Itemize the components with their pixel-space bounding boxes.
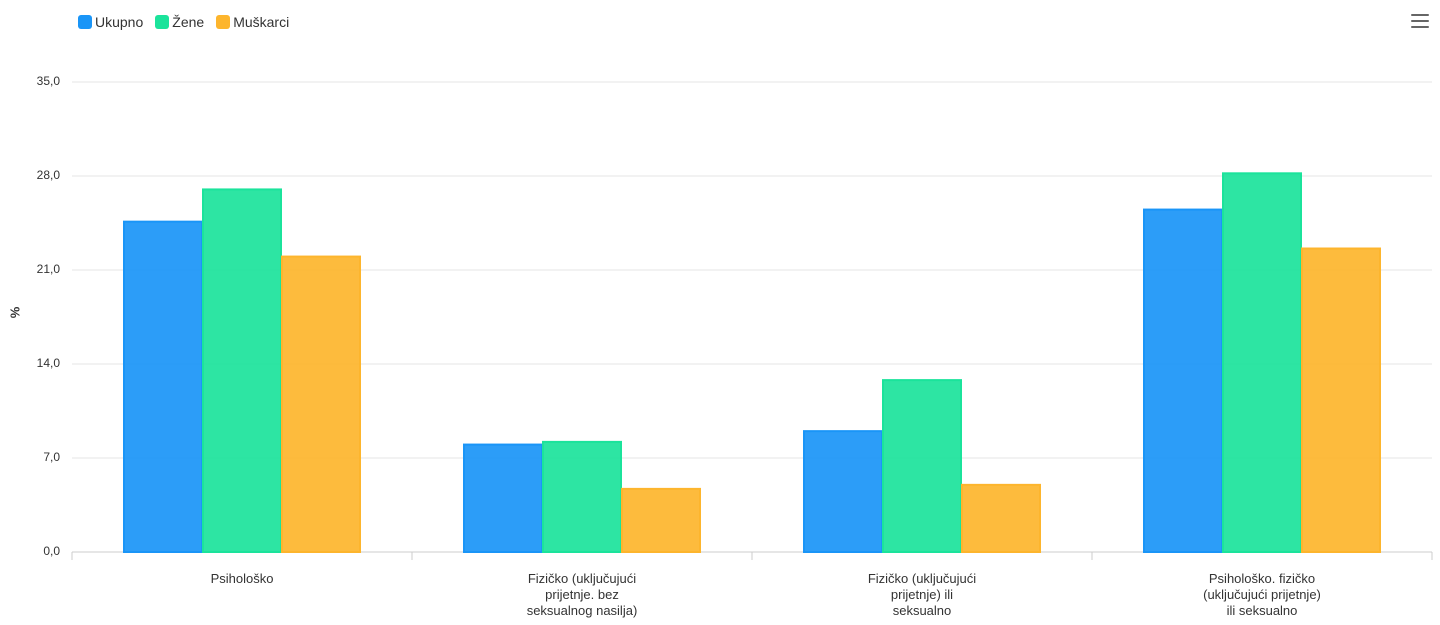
legend-label-zene: Žene	[172, 14, 205, 30]
x-category-label-line: Psihološko	[210, 571, 274, 586]
x-category-label-line: Fizičko (uključujući	[527, 571, 637, 586]
menu-icon[interactable]	[1408, 10, 1432, 34]
legend-item-zene[interactable]: Žene	[155, 14, 204, 30]
x-category-label: Fizičko (uključujući prijetnje. bez seksua…	[472, 571, 692, 619]
y-tick-label: 7,0	[43, 450, 60, 464]
x-category-label-line: Fizičko (uključujući	[867, 571, 977, 586]
legend-item-muskarci[interactable]: Muškarci	[216, 14, 289, 30]
y-tick-label: 28,0	[36, 168, 60, 182]
bar-mu-karci-3[interactable]	[1301, 247, 1381, 553]
bar--ene-2[interactable]	[882, 379, 962, 553]
x-category-label-line: prijetnje) ili	[890, 587, 954, 602]
y-tick-label: 21,0	[36, 262, 60, 276]
bar-ukupno-3[interactable]	[1143, 208, 1223, 553]
legend-swatch-ukupno	[78, 15, 92, 29]
y-tick-label: 35,0	[36, 74, 60, 88]
y-tick-label: 0,0	[43, 544, 60, 558]
legend-label-ukupno: Ukupno	[95, 14, 144, 30]
legend: Ukupno Žene Muškarci	[78, 14, 289, 30]
legend-swatch-zene	[155, 15, 170, 29]
bar-mu-karci-2[interactable]	[961, 483, 1041, 554]
legend-item-ukupno[interactable]: Ukupno	[78, 14, 143, 30]
y-axis-title: %	[7, 306, 23, 319]
legend-label-muskarci: Muškarci	[233, 14, 290, 30]
bar--ene-3[interactable]	[1222, 172, 1302, 553]
x-category-label-line: prijetnje. bez	[545, 587, 619, 602]
bar-ukupno-0[interactable]	[123, 220, 203, 554]
bar-mu-karci-1[interactable]	[621, 487, 701, 553]
bar-ukupno-1[interactable]	[463, 443, 543, 554]
x-category-label: Fizičko (uključujući prijetnje) ili seksua…	[812, 571, 1032, 619]
x-category-label-line: seksualno	[892, 603, 952, 618]
x-category-label-line: seksualnog nasilja)	[526, 603, 638, 618]
x-category-label-line: Psihološko. fizičko	[1208, 571, 1316, 586]
x-category-label: Psihološko. fizičko (uključujući prijetnj…	[1152, 571, 1372, 619]
x-category-label: Psihološko	[132, 571, 352, 587]
bar--ene-0[interactable]	[202, 188, 282, 554]
bar--ene-1[interactable]	[542, 440, 622, 553]
bar-mu-karci-0[interactable]	[281, 255, 361, 553]
bar-ukupno-2[interactable]	[803, 430, 883, 553]
legend-swatch-muskarci	[216, 15, 231, 29]
x-category-label-line: ili seksualno	[1226, 603, 1298, 618]
x-category-label-line: (uključujući prijetnje)	[1203, 587, 1321, 602]
y-tick-label: 14,0	[36, 356, 60, 370]
